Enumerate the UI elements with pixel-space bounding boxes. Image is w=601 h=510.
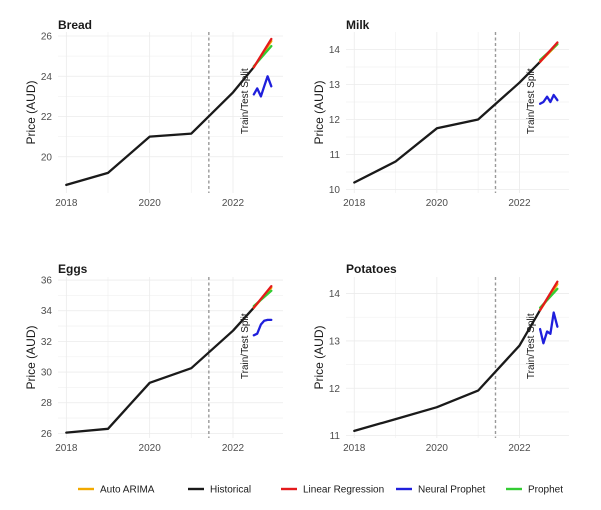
y-axis-label: Price (AUD) bbox=[24, 80, 38, 144]
y-axis-label: Price (AUD) bbox=[312, 325, 326, 389]
series-line-historical bbox=[353, 60, 542, 184]
y-tick-label: 10 bbox=[329, 185, 341, 196]
y-tick-label: 11 bbox=[330, 431, 341, 442]
legend-label: Neural Prophet bbox=[418, 485, 485, 496]
x-tick-label: 2018 bbox=[343, 443, 366, 454]
legend-item-historical: Historical bbox=[188, 485, 251, 496]
y-tick-label: 14 bbox=[329, 45, 341, 56]
series-line-neural-prophet bbox=[252, 318, 273, 337]
split-label: Train/Test Split bbox=[240, 313, 251, 379]
series-line-linear-regression bbox=[252, 37, 273, 69]
legend-label: Prophet bbox=[528, 485, 563, 496]
legend-item-prophet: Prophet bbox=[506, 485, 563, 496]
x-tick-label: 2018 bbox=[343, 198, 366, 209]
y-axis-label: Price (AUD) bbox=[24, 325, 38, 389]
series-line-neural-prophet bbox=[538, 311, 559, 345]
series-line-neural-prophet bbox=[538, 93, 559, 105]
x-tick-label: 2022 bbox=[508, 443, 531, 454]
legend-item-auto-arima: Auto ARIMA bbox=[78, 485, 155, 496]
y-tick-label: 20 bbox=[41, 152, 53, 163]
panel-potatoes: 2018 2020 2022 11 12 13 14 Potatoes Price (AUD) T… bbox=[312, 262, 569, 454]
x-tick-label: 2022 bbox=[222, 198, 245, 209]
legend: Auto ARIMA Historical Linear Regression Neu… bbox=[78, 485, 563, 496]
y-tick-label: 24 bbox=[41, 72, 53, 83]
series-line-historical bbox=[65, 66, 255, 187]
series-line-linear-regression bbox=[538, 41, 559, 63]
legend-label: Historical bbox=[210, 485, 251, 496]
series-line-historical bbox=[353, 308, 542, 433]
series-line-linear-regression bbox=[252, 285, 273, 309]
y-axis-label: Price (AUD) bbox=[312, 80, 326, 144]
y-tick-label: 22 bbox=[41, 112, 53, 123]
x-tick-label: 2020 bbox=[139, 443, 162, 454]
x-tick-label: 2020 bbox=[139, 198, 162, 209]
y-tick-label: 32 bbox=[41, 337, 53, 348]
panel-milk: 2018 2020 2022 10 11 12 13 14 Milk Price (AUD) Tra… bbox=[312, 18, 569, 209]
panel-eggs: 2018 2020 2022 26 28 30 32 34 36 Eggs Price (AUD) T… bbox=[24, 262, 283, 454]
x-tick-label: 2022 bbox=[508, 198, 531, 209]
split-label: Train/Test Split bbox=[240, 68, 251, 134]
legend-item-neural-prophet: Neural Prophet bbox=[396, 485, 485, 496]
panel-title: Bread bbox=[58, 18, 92, 32]
y-tick-label: 13 bbox=[329, 80, 341, 91]
x-tick-label: 2020 bbox=[426, 198, 449, 209]
panel-title: Eggs bbox=[58, 262, 88, 276]
panel-title: Milk bbox=[346, 18, 370, 32]
legend-label: Auto ARIMA bbox=[100, 485, 155, 496]
legend-item-linear-regression: Linear Regression bbox=[281, 485, 384, 496]
panel-title: Potatoes bbox=[346, 262, 397, 276]
y-tick-label: 12 bbox=[329, 115, 341, 126]
x-tick-label: 2022 bbox=[222, 443, 245, 454]
series-line-neural-prophet bbox=[252, 75, 273, 98]
y-tick-label: 36 bbox=[41, 276, 53, 287]
y-tick-label: 30 bbox=[41, 368, 53, 379]
x-tick-label: 2018 bbox=[55, 198, 78, 209]
split-label: Train/Test Split bbox=[526, 313, 537, 379]
y-tick-label: 11 bbox=[330, 150, 341, 161]
series-line-historical bbox=[65, 306, 255, 434]
y-tick-label: 12 bbox=[329, 384, 341, 395]
legend-label: Linear Regression bbox=[303, 485, 384, 496]
split-label: Train/Test Split bbox=[526, 68, 537, 134]
series-line-linear-regression bbox=[538, 280, 559, 312]
y-tick-label: 14 bbox=[329, 289, 341, 300]
y-tick-label: 34 bbox=[41, 306, 53, 317]
y-tick-label: 13 bbox=[329, 336, 341, 347]
x-tick-label: 2018 bbox=[55, 443, 78, 454]
y-tick-label: 28 bbox=[41, 398, 53, 409]
x-tick-label: 2020 bbox=[426, 443, 449, 454]
y-tick-label: 26 bbox=[41, 429, 53, 440]
y-tick-label: 26 bbox=[41, 32, 53, 43]
